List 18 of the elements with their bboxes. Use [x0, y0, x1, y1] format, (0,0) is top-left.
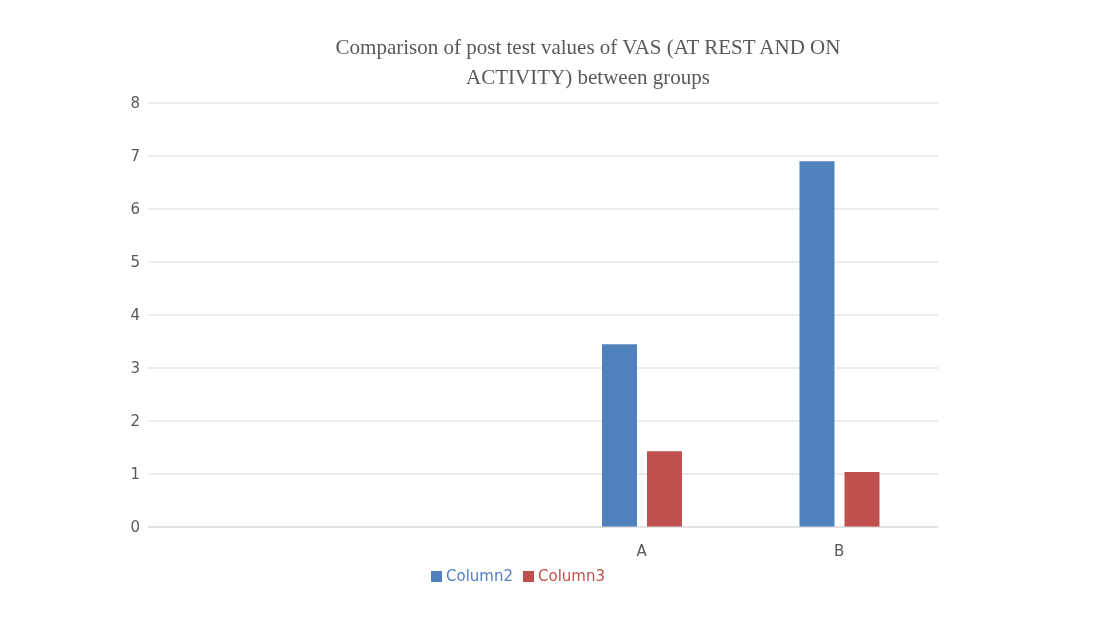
y-tick-label: 8 [130, 94, 140, 113]
chart-title: Comparison of post test values of VAS (AT REST AND ON ACTIVITY) between groups [334, 34, 842, 91]
x-tick-label: A [636, 541, 648, 560]
legend-label: Column2 [446, 567, 513, 585]
bar [799, 161, 835, 527]
y-tick-label: 0 [130, 518, 140, 537]
y-tick-label: 2 [130, 412, 140, 431]
y-tick-label: 6 [130, 200, 140, 219]
legend-label: Column3 [538, 567, 605, 585]
y-tick-label: 5 [130, 253, 140, 272]
x-tick-label: B [834, 541, 845, 560]
y-tick-label: 7 [130, 147, 140, 166]
y-tick-label: 4 [130, 306, 140, 325]
y-tick-label: 3 [130, 359, 140, 378]
bar [602, 344, 637, 527]
bar [647, 451, 682, 527]
bar [844, 471, 880, 527]
y-tick-label: 1 [130, 465, 140, 484]
